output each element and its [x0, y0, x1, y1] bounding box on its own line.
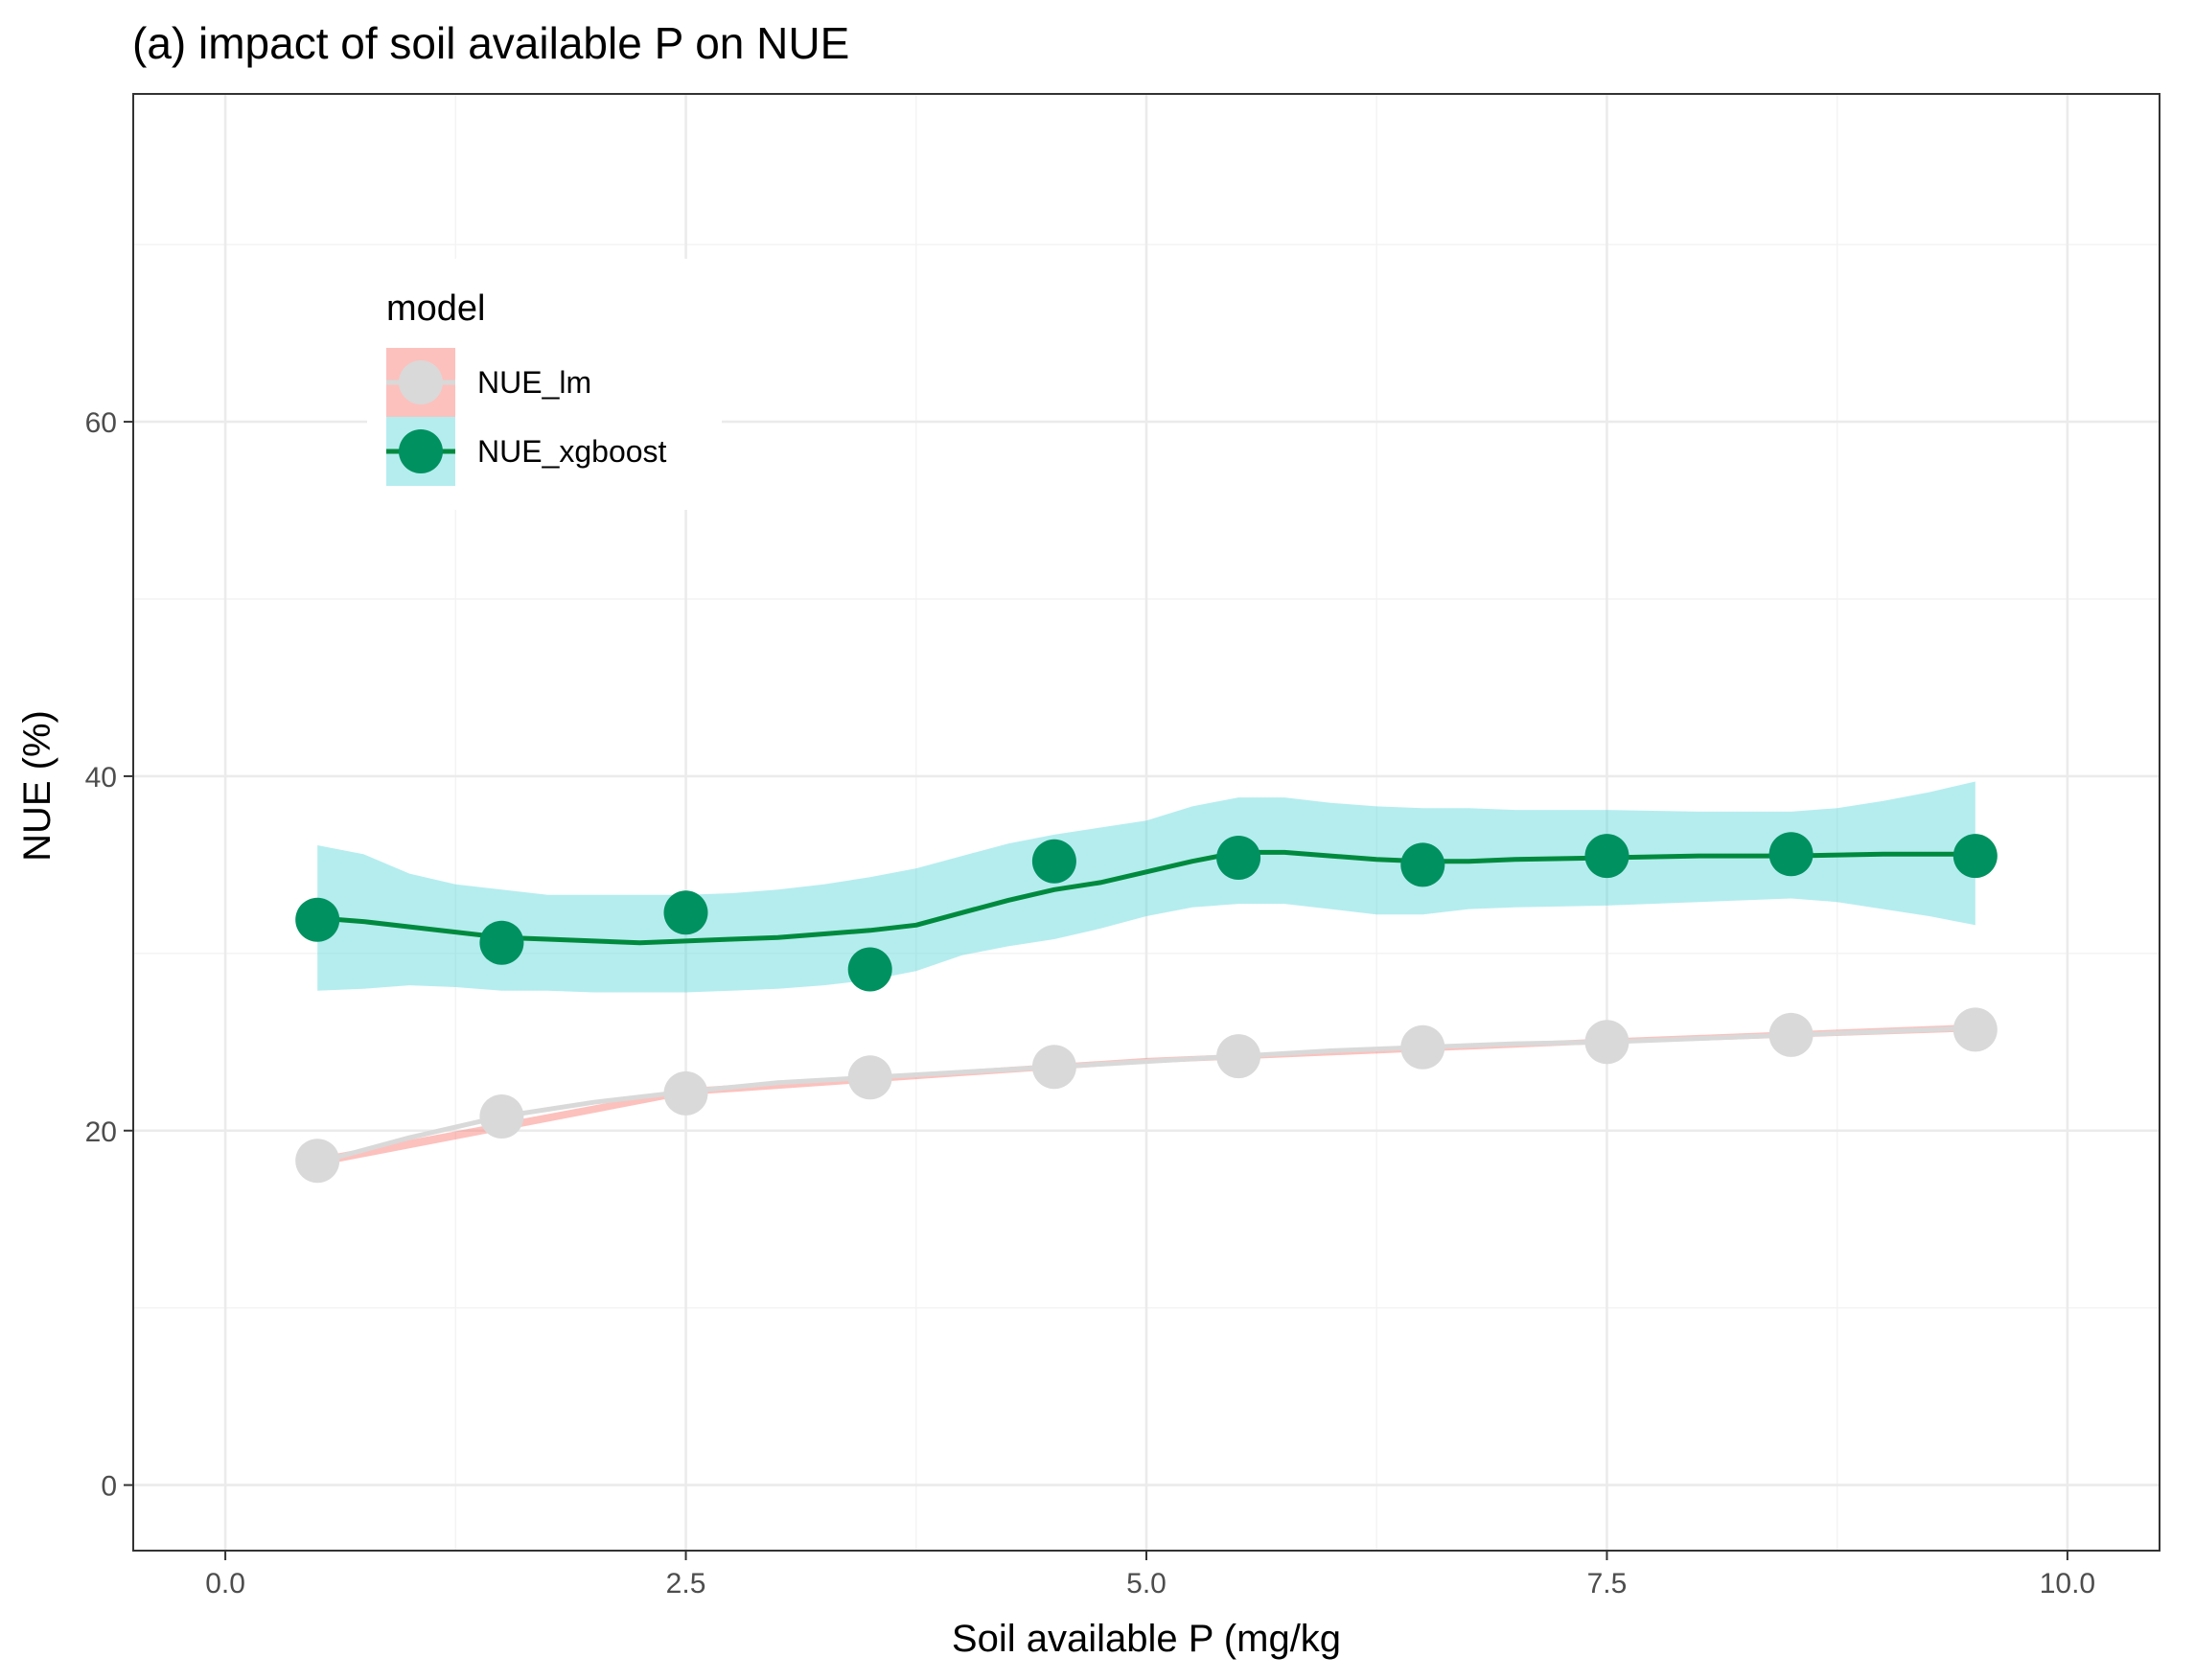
chart-title: (a) impact of soil available P on NUE: [132, 18, 849, 68]
point-NUE_lm: [1031, 1045, 1076, 1090]
y-tick-label: 20: [85, 1116, 117, 1148]
point-NUE_xgboost: [847, 947, 892, 992]
point-NUE_xgboost: [1584, 834, 1629, 879]
point-NUE_xgboost: [1400, 842, 1445, 887]
legend-label-NUE_lm: NUE_lm: [477, 365, 591, 400]
major-gridlines: [133, 94, 2160, 1551]
x-tick-label: 10.0: [2040, 1568, 2095, 1599]
line-NUE_xgboost: [314, 849, 1978, 946]
y-tick-label: 40: [85, 762, 117, 794]
point-NUE_lm: [1768, 1012, 1814, 1057]
point-NUE_lm: [1952, 1007, 1998, 1052]
point-NUE_lm: [847, 1055, 892, 1100]
point-NUE_xgboost: [1031, 839, 1076, 884]
point-NUE_lm: [663, 1070, 708, 1116]
point-NUE_lm: [1216, 1034, 1261, 1079]
point-NUE_xgboost: [1768, 832, 1814, 877]
legend-label-NUE_xgboost: NUE_xgboost: [477, 434, 667, 469]
x-tick-label: 2.5: [666, 1568, 706, 1599]
x-axis: 0.0 2.5 5.0 7.5 10.0: [205, 1551, 2095, 1599]
x-tick-label: 5.0: [1126, 1568, 1167, 1599]
point-NUE_xgboost: [295, 897, 340, 942]
x-axis-title: Soil available P (mg/kg: [952, 1618, 1341, 1660]
legend-key-point-NUE_xgboost: [399, 429, 443, 473]
point-NUE_xgboost: [663, 890, 708, 935]
point-NUE_lm: [479, 1094, 524, 1139]
y-tick-label: 60: [85, 407, 117, 439]
line-NUE_lm: [314, 1025, 1978, 1165]
y-axis: 0 20 40 60: [85, 407, 133, 1503]
point-NUE_lm: [1584, 1020, 1629, 1065]
y-tick-label: 0: [101, 1471, 117, 1503]
legend-entries: NUE_lm NUE_xgboost: [386, 348, 667, 486]
legend: model NUE_lm NUE_xgboost: [367, 259, 722, 510]
point-NUE_xgboost: [479, 920, 524, 965]
legend-title: model: [386, 288, 486, 329]
x-tick-label: 0.0: [205, 1568, 245, 1599]
y-axis-title: NUE (%): [16, 710, 58, 862]
data-points: [295, 832, 1998, 1184]
smooth-lines: [314, 849, 1978, 1165]
legend-key-point-NUE_lm: [399, 360, 443, 404]
point-NUE_lm: [1400, 1024, 1445, 1070]
point-NUE_lm: [295, 1139, 340, 1184]
point-NUE_xgboost: [1216, 836, 1261, 880]
x-tick-label: 7.5: [1587, 1568, 1628, 1599]
point-NUE_xgboost: [1952, 834, 1998, 879]
